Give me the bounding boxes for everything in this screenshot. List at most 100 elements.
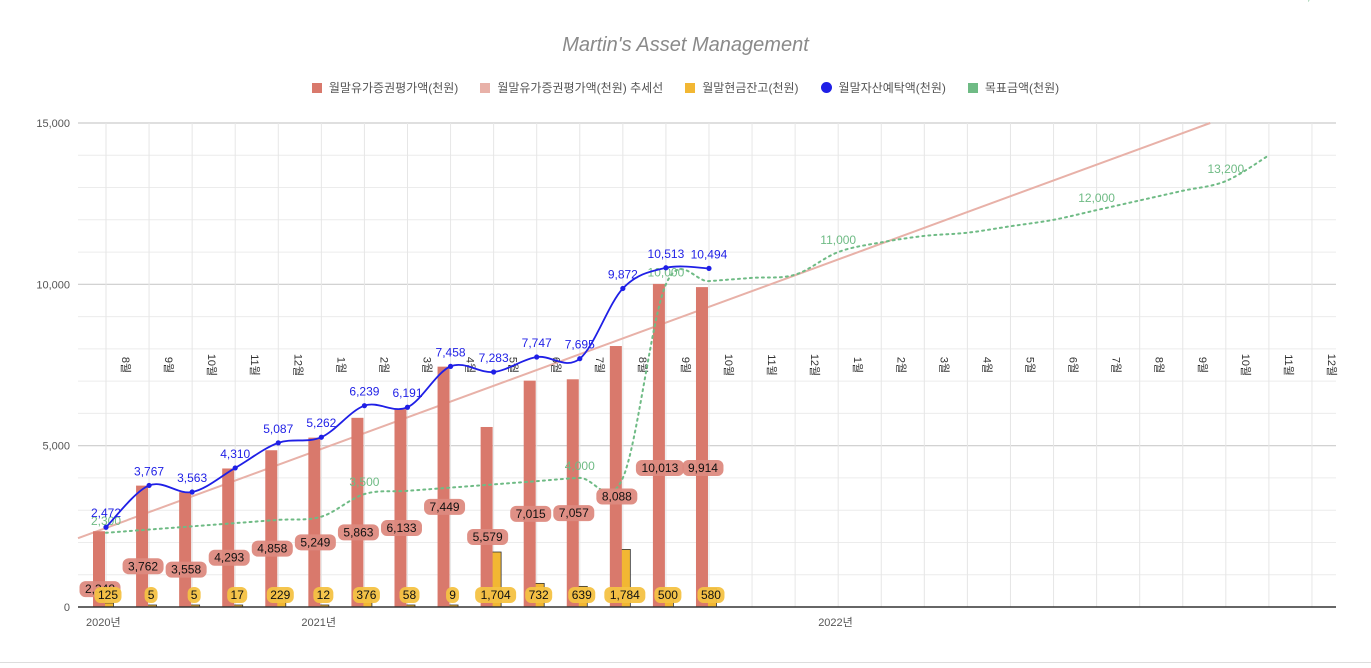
securities-data-label-bg (122, 558, 164, 575)
x-tick-label: 10월 (1239, 354, 1252, 376)
legend-item-trendline[interactable]: 월말유가증권평가액(천원) 추세선 (480, 79, 663, 96)
securities-bar (437, 366, 450, 607)
securities-data-label: 4,293 (214, 551, 244, 565)
securities-data-label-bg (467, 528, 509, 545)
target-data-label: 14,000 (1294, 0, 1331, 3)
securities-bar (523, 380, 536, 607)
cash-data-label-bg (352, 587, 380, 603)
x-tick-label: 11월 (248, 354, 261, 376)
x-tick-label: 12월 (1325, 354, 1338, 376)
securities-data-label: 5,863 (343, 525, 373, 539)
securities-data-label: 7,449 (430, 500, 460, 514)
cash-data-label-bg (399, 587, 420, 603)
cash-data-label-bg (144, 587, 158, 603)
securities-bar (351, 417, 364, 607)
x-tick-label: 4월 (980, 357, 993, 373)
y-tick-label: 15,000 (36, 118, 70, 130)
deposit-point (361, 403, 368, 409)
deposit-point (620, 285, 626, 292)
legend: 월말유가증권평가액(천원) 월말유가증권평가액(천원) 추세선 월말현금잔고(천… (0, 79, 1371, 96)
x-tick-label: 1월 (851, 357, 864, 373)
securities-data-label: 4,858 (257, 542, 287, 556)
cash-data-label: 125 (98, 588, 118, 602)
deposit-data-label: 3,767 (134, 464, 164, 478)
x-tick-label: 11월 (765, 354, 778, 376)
securities-bar (265, 450, 278, 607)
securities-data-label: 6,133 (386, 521, 416, 535)
x-tick-label: 10월 (722, 354, 735, 376)
cash-data-label: 17 (231, 588, 245, 602)
target-data-label: 3,500 (349, 475, 379, 489)
cash-data-label: 732 (529, 588, 549, 602)
legend-item-target[interactable]: 목표금액(천원) (967, 79, 1060, 96)
securities-data-label: 7,015 (516, 507, 546, 521)
securities-data-label-bg (251, 540, 293, 557)
securities-bar (480, 426, 493, 607)
cash-data-label-bg (604, 587, 646, 603)
securities-data-label: 8,088 (602, 490, 632, 504)
securities-data-label: 7,057 (559, 506, 589, 520)
x-tick-label: 8월 (636, 357, 649, 373)
securities-bar (222, 468, 235, 607)
securities-bar (695, 287, 708, 607)
x-tick-label: 12월 (808, 354, 821, 376)
securities-data-label-bg (380, 520, 422, 537)
cash-data-label: 12 (317, 588, 331, 602)
legend-label-cash: 월말현금잔고(천원) (702, 81, 799, 95)
deposit-data-label: 7,695 (565, 338, 595, 352)
securities-data-label-bg (165, 561, 207, 578)
securities-data-label-bg (596, 488, 638, 505)
deposit-data-label: 6,191 (392, 386, 422, 400)
securities-data-label: 3,762 (128, 559, 158, 573)
cash-data-label-bg (475, 587, 517, 603)
deposit-data-label: 7,283 (479, 351, 509, 365)
x-tick-label: 9월 (162, 357, 175, 373)
legend-label-trendline: 월말유가증권평가액(천원) 추세선 (497, 81, 664, 95)
cash-data-label: 376 (356, 588, 376, 602)
cash-data-label-bg (227, 587, 248, 603)
x-tick-label: 9월 (1196, 357, 1209, 373)
deposit-data-label: 9,872 (608, 267, 638, 281)
securities-data-label-bg (294, 534, 336, 551)
x-tick-label: 8월 (119, 357, 132, 373)
cash-data-label: 580 (701, 588, 721, 602)
deposit-data-label: 4,310 (220, 447, 250, 461)
x-tick-label: 6월 (1067, 357, 1080, 373)
securities-bar (609, 346, 622, 607)
securities-data-label: 5,579 (473, 530, 503, 544)
x-tick-label: 10월 (205, 354, 218, 376)
deposit-point (275, 440, 281, 446)
deposit-point (103, 524, 109, 530)
cash-data-label-bg (568, 587, 596, 603)
cash-data-label: 1,704 (481, 588, 511, 602)
cash-data-label: 229 (270, 588, 290, 602)
chart-title: Martin's Asset Management (562, 34, 809, 56)
x-tick-label: 2월 (377, 357, 390, 373)
legend-swatch-trendline (480, 82, 491, 93)
cash-data-label-bg (654, 587, 682, 603)
securities-data-label-bg (682, 460, 724, 476)
target-data-label: 4,000 (565, 459, 595, 473)
cash-data-label: 5 (191, 588, 198, 602)
x-tick-label: 9월 (679, 357, 692, 373)
deposit-point (318, 434, 324, 440)
legend-item-deposit[interactable]: 월말자산예탁액(천원) (820, 79, 946, 96)
legend-swatch-cash (685, 82, 696, 93)
cash-data-label: 9 (449, 588, 456, 602)
legend-item-securities[interactable]: 월말유가증권평가액(천원) (311, 79, 458, 96)
securities-data-label-bg (424, 498, 466, 515)
deposit-data-label: 5,262 (306, 416, 336, 430)
x-tick-label: 8월 (1153, 357, 1166, 373)
securities-data-label: 9,914 (688, 461, 718, 475)
year-label: 2021년 (301, 616, 336, 629)
x-tick-label: 11월 (1282, 354, 1295, 376)
deposit-point (404, 404, 411, 410)
securities-data-label: 3,558 (171, 563, 201, 577)
target-data-label: 13,200 (1207, 162, 1244, 176)
legend-label-target: 목표금액(천원) (984, 81, 1060, 95)
legend-item-cash[interactable]: 월말현금잔고(천원) (685, 79, 799, 96)
cash-data-label: 639 (572, 588, 592, 602)
securities-data-label: 10,013 (642, 461, 679, 475)
cash-data-label-bg (266, 587, 294, 603)
cash-data-label-bg (313, 587, 334, 603)
